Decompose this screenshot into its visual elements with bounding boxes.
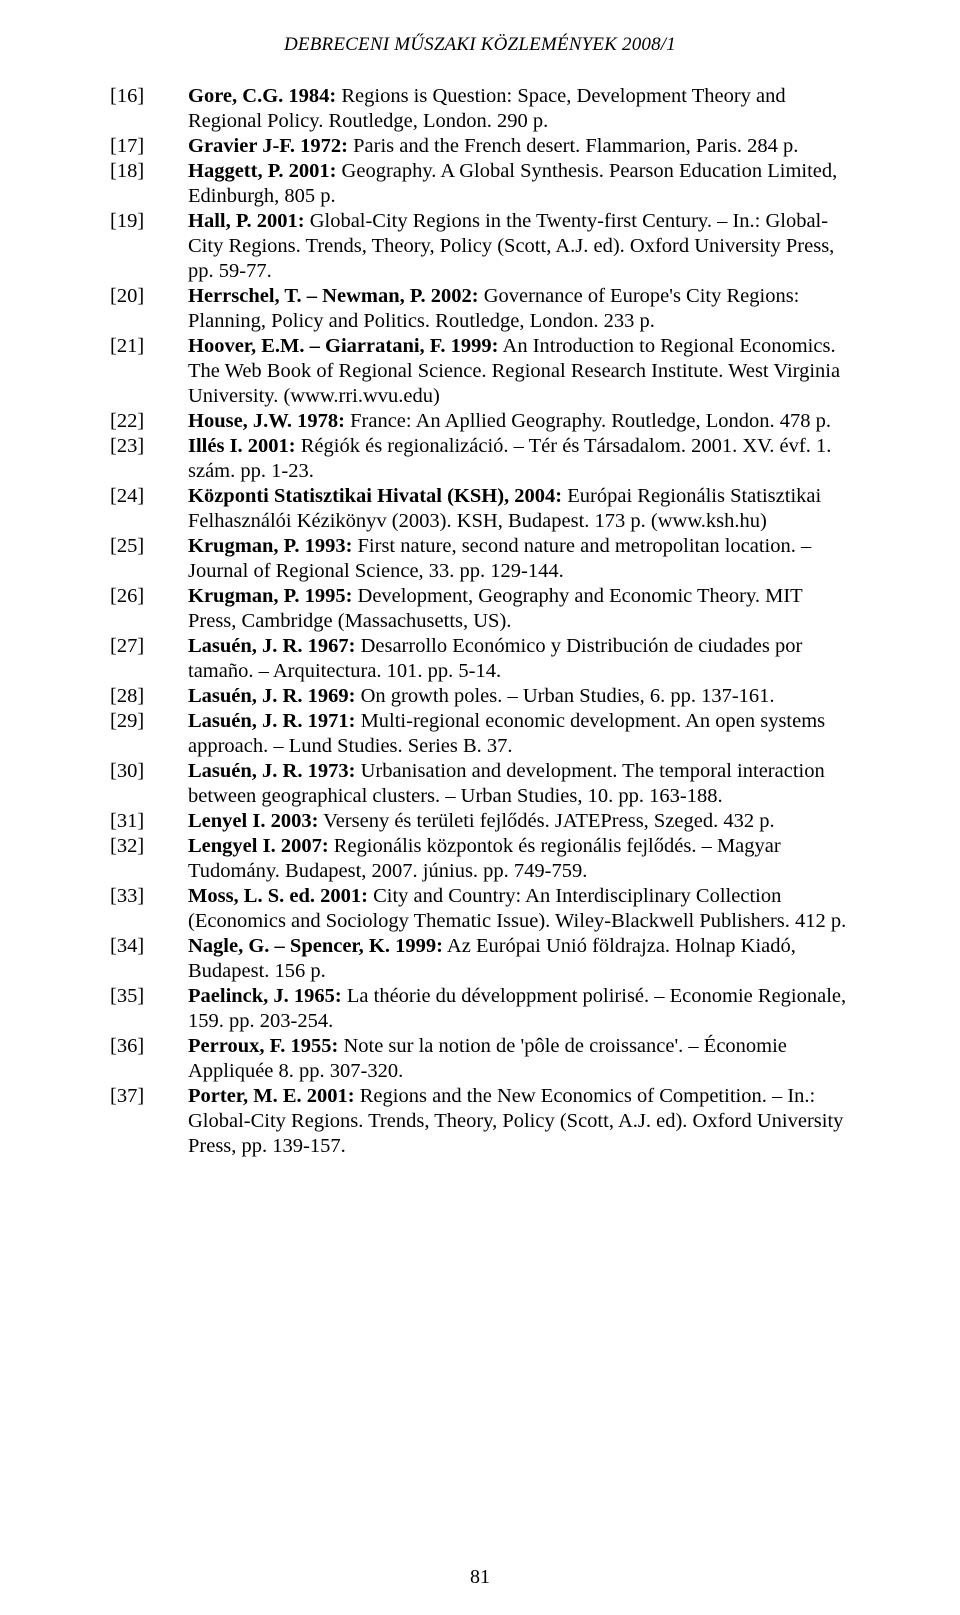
reference-number: [33] <box>110 884 188 934</box>
reference-text: Lengyel I. 2007: Regionális központok és… <box>188 834 850 884</box>
reference-author-year: Nagle, G. – Spencer, K. 1999: <box>188 935 443 957</box>
reference-text: Gravier J-F. 1972: Paris and the French … <box>188 134 850 159</box>
reference-text: Haggett, P. 2001: Geography. A Global Sy… <box>188 159 850 209</box>
reference-author-year: Központi Statisztikai Hivatal (KSH), 200… <box>188 485 562 507</box>
reference-author-year: Gravier J-F. 1972: <box>188 135 348 157</box>
reference-number: [37] <box>110 1084 188 1159</box>
reference-number: [36] <box>110 1034 188 1084</box>
reference-number: [21] <box>110 334 188 409</box>
reference-item: [16]Gore, C.G. 1984: Regions is Question… <box>110 84 850 134</box>
reference-number: [24] <box>110 484 188 534</box>
reference-list: [16]Gore, C.G. 1984: Regions is Question… <box>110 84 850 1159</box>
reference-number: [20] <box>110 284 188 334</box>
reference-item: [26]Krugman, P. 1995: Development, Geogr… <box>110 584 850 634</box>
reference-number: [29] <box>110 709 188 759</box>
reference-item: [34]Nagle, G. – Spencer, K. 1999: Az Eur… <box>110 934 850 984</box>
reference-author-year: Herrschel, T. – Newman, P. 2002: <box>188 285 479 307</box>
reference-item: [27]Lasuén, J. R. 1967: Desarrollo Econó… <box>110 634 850 684</box>
reference-number: [22] <box>110 409 188 434</box>
reference-item: [28]Lasuén, J. R. 1969: On growth poles.… <box>110 684 850 709</box>
reference-item: [24]Központi Statisztikai Hivatal (KSH),… <box>110 484 850 534</box>
reference-author-year: Illés I. 2001: <box>188 435 296 457</box>
reference-number: [19] <box>110 209 188 284</box>
document-page: DEBRECENI MŰSZAKI KÖZLEMÉNYEK 2008/1 [16… <box>0 0 960 1615</box>
reference-author-year: Lasuén, J. R. 1969: <box>188 685 355 707</box>
reference-author-year: House, J.W. 1978: <box>188 410 345 432</box>
reference-number: [23] <box>110 434 188 484</box>
reference-text: Illés I. 2001: Régiók és regionalizáció.… <box>188 434 850 484</box>
reference-item: [18]Haggett, P. 2001: Geography. A Globa… <box>110 159 850 209</box>
reference-number: [16] <box>110 84 188 134</box>
reference-author-year: Gore, C.G. 1984: <box>188 85 336 107</box>
reference-author-year: Haggett, P. 2001: <box>188 160 336 182</box>
reference-text: Herrschel, T. – Newman, P. 2002: Governa… <box>188 284 850 334</box>
reference-number: [35] <box>110 984 188 1034</box>
reference-text: Nagle, G. – Spencer, K. 1999: Az Európai… <box>188 934 850 984</box>
reference-author-year: Perroux, F. 1955: <box>188 1035 338 1057</box>
reference-item: [35]Paelinck, J. 1965: La théorie du dév… <box>110 984 850 1034</box>
reference-text: Paelinck, J. 1965: La théorie du dévelop… <box>188 984 850 1034</box>
reference-item: [21]Hoover, E.M. – Giarratani, F. 1999: … <box>110 334 850 409</box>
reference-author-year: Hall, P. 2001: <box>188 210 305 232</box>
reference-title: France: An Apllied Geography. Routledge,… <box>345 410 831 432</box>
reference-author-year: Lengyel I. 2007: <box>188 835 329 857</box>
reference-text: Hall, P. 2001: Global-City Regions in th… <box>188 209 850 284</box>
reference-text: House, J.W. 1978: France: An Apllied Geo… <box>188 409 850 434</box>
reference-author-year: Krugman, P. 1993: <box>188 535 352 557</box>
reference-number: [27] <box>110 634 188 684</box>
reference-number: [31] <box>110 809 188 834</box>
page-number: 81 <box>0 1566 960 1589</box>
reference-number: [26] <box>110 584 188 634</box>
reference-text: Perroux, F. 1955: Note sur la notion de … <box>188 1034 850 1084</box>
reference-item: [19]Hall, P. 2001: Global-City Regions i… <box>110 209 850 284</box>
reference-author-year: Lasuén, J. R. 1971: <box>188 710 355 732</box>
reference-number: [34] <box>110 934 188 984</box>
reference-number: [30] <box>110 759 188 809</box>
running-header: DEBRECENI MŰSZAKI KÖZLEMÉNYEK 2008/1 <box>110 34 850 56</box>
reference-text: Lasuén, J. R. 1969: On growth poles. – U… <box>188 684 850 709</box>
reference-author-year: Paelinck, J. 1965: <box>188 985 342 1007</box>
reference-title: Verseny és területi fejlődés. JATEPress,… <box>318 810 774 832</box>
reference-author-year: Krugman, P. 1995: <box>188 585 352 607</box>
reference-text: Lasuén, J. R. 1973: Urbanisation and dev… <box>188 759 850 809</box>
reference-title: Paris and the French desert. Flammarion,… <box>348 135 798 157</box>
reference-author-year: Lasuén, J. R. 1967: <box>188 635 355 657</box>
reference-number: [32] <box>110 834 188 884</box>
reference-item: [23]Illés I. 2001: Régiók és regionalizá… <box>110 434 850 484</box>
reference-text: Központi Statisztikai Hivatal (KSH), 200… <box>188 484 850 534</box>
reference-author-year: Lasuén, J. R. 1973: <box>188 760 355 782</box>
reference-item: [22]House, J.W. 1978: France: An Apllied… <box>110 409 850 434</box>
reference-text: Porter, M. E. 2001: Regions and the New … <box>188 1084 850 1159</box>
reference-text: Gore, C.G. 1984: Regions is Question: Sp… <box>188 84 850 134</box>
reference-title: On growth poles. – Urban Studies, 6. pp.… <box>355 685 774 707</box>
reference-text: Lasuén, J. R. 1971: Multi-regional econo… <box>188 709 850 759</box>
reference-number: [18] <box>110 159 188 209</box>
reference-author-year: Moss, L. S. ed. 2001: <box>188 885 368 907</box>
reference-item: [20]Herrschel, T. – Newman, P. 2002: Gov… <box>110 284 850 334</box>
reference-item: [30]Lasuén, J. R. 1973: Urbanisation and… <box>110 759 850 809</box>
reference-item: [33]Moss, L. S. ed. 2001: City and Count… <box>110 884 850 934</box>
reference-author-year: Porter, M. E. 2001: <box>188 1085 355 1107</box>
reference-item: [25]Krugman, P. 1993: First nature, seco… <box>110 534 850 584</box>
reference-text: Lasuén, J. R. 1967: Desarrollo Económico… <box>188 634 850 684</box>
reference-text: Krugman, P. 1993: First nature, second n… <box>188 534 850 584</box>
reference-author-year: Hoover, E.M. – Giarratani, F. 1999: <box>188 335 499 357</box>
reference-author-year: Lenyel I. 2003: <box>188 810 318 832</box>
reference-item: [17]Gravier J-F. 1972: Paris and the Fre… <box>110 134 850 159</box>
reference-item: [29]Lasuén, J. R. 1971: Multi-regional e… <box>110 709 850 759</box>
reference-text: Krugman, P. 1995: Development, Geography… <box>188 584 850 634</box>
reference-text: Hoover, E.M. – Giarratani, F. 1999: An I… <box>188 334 850 409</box>
reference-item: [36]Perroux, F. 1955: Note sur la notion… <box>110 1034 850 1084</box>
reference-number: [17] <box>110 134 188 159</box>
reference-text: Lenyel I. 2003: Verseny és területi fejl… <box>188 809 850 834</box>
reference-item: [37]Porter, M. E. 2001: Regions and the … <box>110 1084 850 1159</box>
reference-number: [25] <box>110 534 188 584</box>
reference-text: Moss, L. S. ed. 2001: City and Country: … <box>188 884 850 934</box>
reference-item: [31]Lenyel I. 2003: Verseny és területi … <box>110 809 850 834</box>
reference-number: [28] <box>110 684 188 709</box>
reference-item: [32]Lengyel I. 2007: Regionális központo… <box>110 834 850 884</box>
